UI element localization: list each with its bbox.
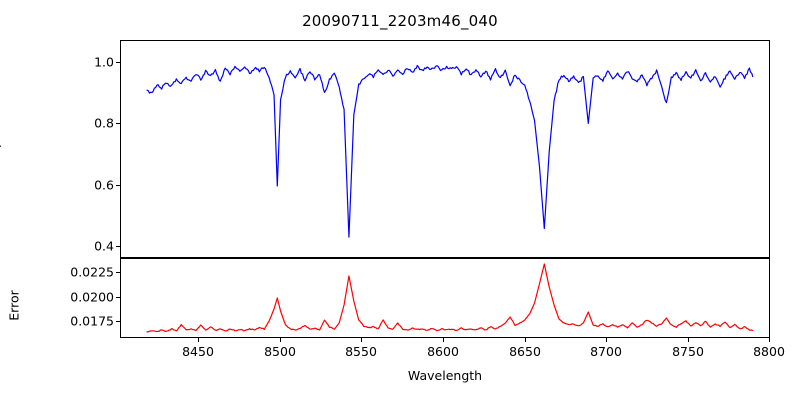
error-ytick-1: 0.0225 xyxy=(70,264,114,280)
error-series-plot xyxy=(121,259,769,337)
spectrum-plot-panel xyxy=(120,40,770,258)
error-ytick-2: 0.0200 xyxy=(70,289,114,305)
spectrum-ytick-4: 0.4 xyxy=(94,238,114,254)
error-y-axis-label: Error xyxy=(6,290,22,321)
spectrum-ytickmark-1 xyxy=(116,62,120,64)
spectrum-ytick-2: 0.8 xyxy=(94,115,114,131)
spectrum-line xyxy=(147,65,753,237)
error-ytick-3: 0.0175 xyxy=(70,313,114,329)
xtick-label-5: 8650 xyxy=(509,344,541,359)
xtickmark-8600 xyxy=(443,338,445,342)
spectrum-series-plot xyxy=(121,41,769,257)
xtickmark-8800 xyxy=(769,338,771,342)
error-plot-panel xyxy=(120,258,770,338)
xtickmark-8450 xyxy=(198,338,200,342)
error-line xyxy=(147,264,753,332)
xtick-label-7: 8750 xyxy=(672,344,704,359)
spectrum-ytick-3: 0.6 xyxy=(94,177,114,193)
xtickmark-8750 xyxy=(688,338,690,342)
spectrum-y-axis-label: Spectrum xyxy=(0,95,2,156)
figure-title: 20090711_2203m46_040 xyxy=(302,12,498,30)
spectrum-ytick-1: 1.0 xyxy=(94,54,114,70)
spectrum-ytickmark-4 xyxy=(116,246,120,248)
xtickmark-8500 xyxy=(280,338,282,342)
error-ytickmark-3 xyxy=(116,321,120,323)
xtickmark-8650 xyxy=(525,338,527,342)
x-axis-label: Wavelength xyxy=(407,368,483,383)
error-ytickmark-2 xyxy=(116,297,120,299)
xtick-label-4: 8600 xyxy=(427,344,459,359)
xtickmark-8700 xyxy=(606,338,608,342)
spectrum-ytickmark-2 xyxy=(116,123,120,125)
xtick-label-2: 8500 xyxy=(264,344,296,359)
xtickmark-8550 xyxy=(361,338,363,342)
error-ytickmark-1 xyxy=(116,272,120,274)
xtick-label-6: 8700 xyxy=(590,344,622,359)
xtick-label-1: 8450 xyxy=(182,344,214,359)
spectrum-ytickmark-3 xyxy=(116,185,120,187)
xtick-label-3: 8550 xyxy=(345,344,377,359)
xtick-label-8: 8800 xyxy=(753,344,785,359)
